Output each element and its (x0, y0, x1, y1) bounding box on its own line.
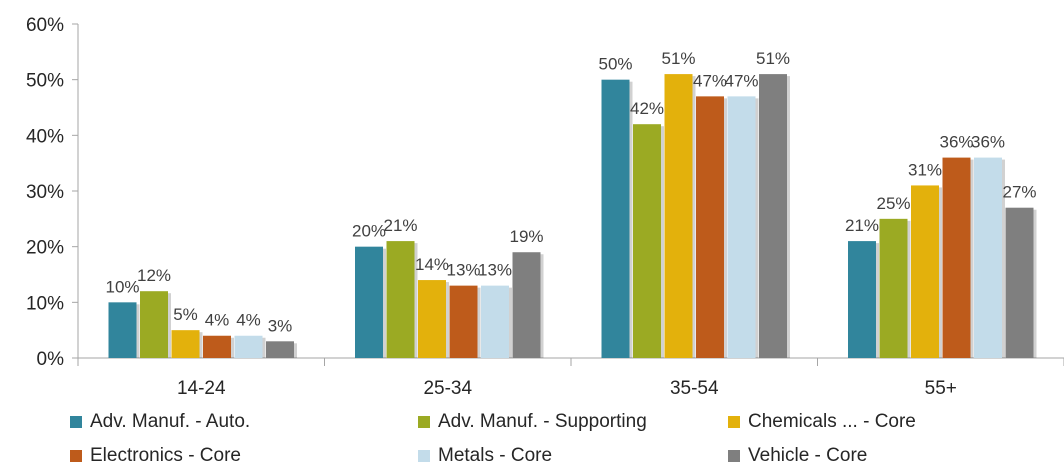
bar (171, 330, 200, 358)
legend-swatch (70, 450, 82, 462)
bar (848, 241, 876, 358)
data-label: 13% (478, 261, 512, 280)
y-tick-label: 40% (26, 126, 64, 147)
legend-label: Vehicle - Core (748, 445, 868, 466)
bar (942, 157, 971, 358)
legend-label: Metals - Core (438, 445, 553, 466)
y-tick-label: 20% (26, 238, 64, 259)
data-label: 4% (236, 311, 261, 330)
legend-label: Adv. Manuf. - Auto. (90, 411, 251, 432)
bar (355, 246, 383, 358)
legend-item: Adv. Manuf. - Auto. (70, 408, 250, 436)
legend-item: Vehicle - Core (728, 442, 867, 470)
y-tick-label: 0% (37, 349, 65, 370)
legend-label: Chemicals ... - Core (748, 411, 916, 432)
data-label: 10% (105, 277, 139, 296)
bar (911, 185, 939, 358)
bar (696, 96, 724, 358)
data-label: 13% (446, 261, 480, 280)
bar (203, 335, 231, 358)
x-tick-label: 25-34 (423, 378, 472, 399)
chart-legend: Adv. Manuf. - Auto. Adv. Manuf. - Support… (0, 404, 1064, 468)
y-tick-label: 50% (26, 71, 64, 92)
data-label: 27% (1002, 183, 1036, 202)
bar (727, 96, 756, 358)
bar (449, 285, 478, 358)
data-label: 47% (693, 71, 727, 90)
bar (266, 341, 294, 358)
y-tick-label: 10% (26, 293, 64, 314)
data-label: 42% (630, 99, 664, 118)
bar (418, 280, 446, 358)
legend-swatch (728, 450, 740, 462)
bar (481, 285, 509, 358)
bar (974, 157, 1002, 358)
data-label: 50% (598, 55, 632, 74)
legend-swatch (70, 416, 82, 428)
legend-item: Chemicals ... - Core (728, 408, 916, 436)
data-label: 51% (756, 49, 790, 68)
data-label: 14% (415, 255, 449, 274)
bar-chart-plot: 0%10%20%30%40%50%60%10%12%5% 4% 4% 3%14-242… (26, 15, 1064, 399)
legend-swatch (728, 416, 740, 428)
y-tick-label: 60% (26, 15, 64, 36)
data-label: 20% (352, 222, 386, 241)
bar (140, 291, 168, 358)
legend-label: Adv. Manuf. - Supporting (438, 411, 647, 432)
x-tick-label: 35-54 (670, 378, 719, 399)
data-label: 31% (908, 160, 942, 179)
data-label: 51% (661, 49, 695, 68)
data-label: 25% (876, 194, 910, 213)
data-label: 3% (268, 316, 293, 335)
bar (879, 218, 908, 358)
bar (633, 124, 661, 358)
legend-swatch (418, 450, 430, 462)
bar (664, 74, 693, 358)
data-label: 36% (939, 133, 973, 152)
data-label: 5% (173, 305, 198, 324)
data-label: 19% (509, 227, 543, 246)
bar (759, 74, 787, 358)
x-tick-label: 14-24 (177, 378, 226, 399)
data-label: 47% (724, 71, 758, 90)
bar (512, 252, 541, 358)
y-tick-label: 30% (26, 182, 64, 203)
bar (1005, 207, 1034, 358)
legend-item: Electronics - Core (70, 442, 241, 470)
legend-item: Adv. Manuf. - Supporting (418, 408, 647, 436)
data-label: 36% (971, 133, 1005, 152)
legend-swatch (418, 416, 430, 428)
bar (234, 335, 263, 358)
data-label: 21% (383, 216, 417, 235)
data-label: 12% (137, 266, 171, 285)
bar (601, 79, 630, 359)
bar (386, 241, 415, 358)
data-label: 21% (845, 216, 879, 235)
legend-item: Metals - Core (418, 442, 552, 470)
data-label: 4% (205, 311, 230, 330)
legend-label: Electronics - Core (90, 445, 241, 466)
bar (108, 302, 137, 358)
x-tick-label: 55+ (925, 378, 957, 399)
